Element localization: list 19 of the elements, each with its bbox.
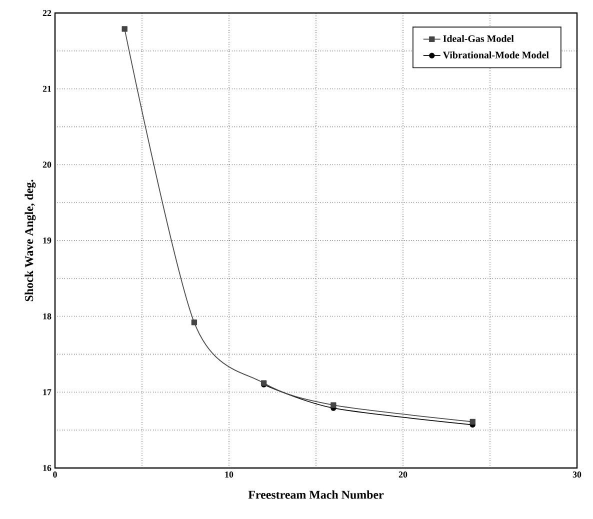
point [330, 402, 336, 408]
x-tick-label: 10 [225, 472, 234, 478]
y-tick-label: 21 [42, 86, 52, 92]
y-tick-label: 22 [42, 10, 52, 16]
y-axis-title: Shock Wave Angle, deg. [24, 180, 36, 302]
legend-label: Vibrational-Mode Model [442, 51, 549, 58]
y-tick-label: 19 [43, 237, 52, 244]
legend-label: Ideal-Gas Model [443, 35, 514, 42]
point [470, 418, 476, 425]
x-tick-label: 30 [572, 472, 582, 478]
x-tick-label: 0 [53, 472, 57, 478]
y-tick-label: 17 [43, 389, 52, 396]
x-axis-title: Freestream Mach Number [248, 490, 384, 499]
y-tick-label: 20 [42, 162, 52, 168]
point [122, 26, 128, 32]
y-tick-label: 16 [43, 464, 52, 472]
y-tick-label: 18 [43, 313, 52, 320]
point [191, 320, 198, 326]
x-tick-label: 20 [398, 472, 408, 478]
